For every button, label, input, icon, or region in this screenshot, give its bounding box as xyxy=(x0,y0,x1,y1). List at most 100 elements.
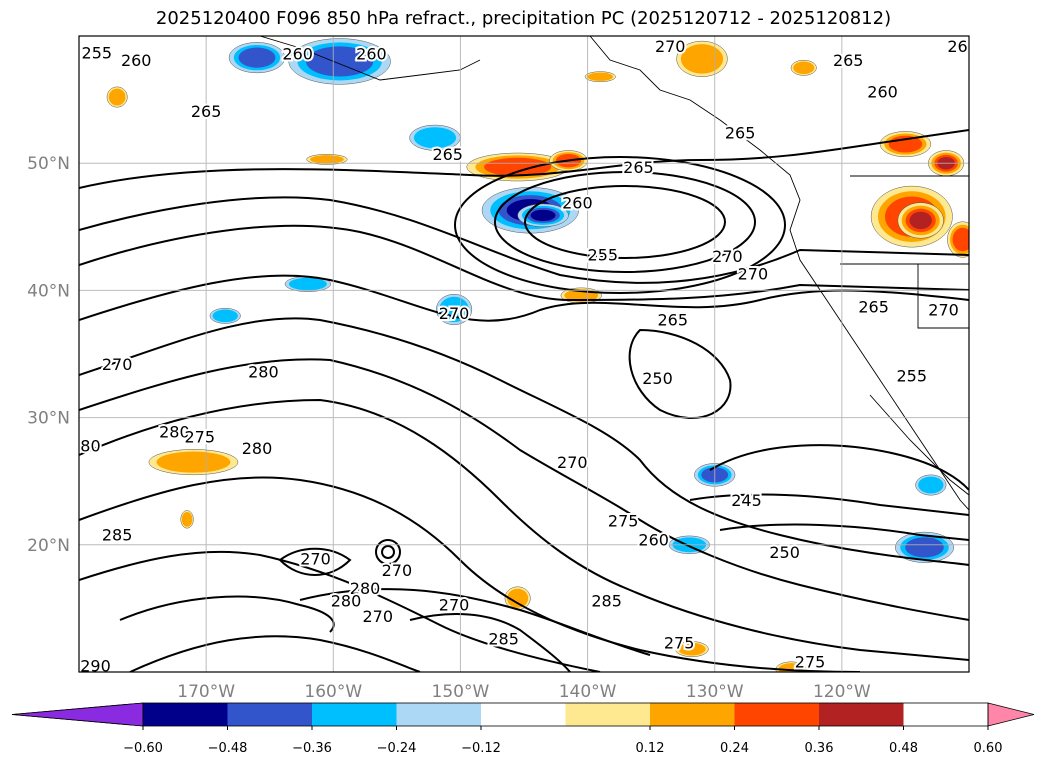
colorbar-segment xyxy=(227,703,312,726)
contour-label: 265 xyxy=(833,51,864,70)
contour-label: 280 xyxy=(248,363,279,382)
contour-label: 270 xyxy=(439,304,470,323)
contour-label: 270 xyxy=(928,300,959,319)
colorbar-segment xyxy=(312,703,397,726)
graticule xyxy=(79,36,969,672)
colorbar-tick-label: 0.36 xyxy=(805,741,834,756)
coastlines xyxy=(259,36,969,511)
contour-label: 255 xyxy=(82,43,113,62)
contour-label: 265 xyxy=(191,102,222,121)
contour-label: 270 xyxy=(738,265,769,284)
precip-patch xyxy=(680,44,724,74)
longitude-axis-labels: 170°W 160°W 150°W 140°W 130°W 120°W xyxy=(177,682,871,702)
precip-patch xyxy=(530,209,556,221)
precip-patch xyxy=(238,47,276,68)
precip-patch xyxy=(914,691,935,704)
contour-label: 275 xyxy=(664,634,695,653)
precip-patch xyxy=(678,642,706,656)
contour-label: 275 xyxy=(608,511,639,530)
precip-patch xyxy=(288,277,327,291)
contour-label: 255 xyxy=(588,246,619,265)
colorbar-extend-low-fill xyxy=(11,702,144,727)
colorbar-tick-label: 0.48 xyxy=(889,741,918,756)
precipitation-pc-colorbar: −0.60 −0.48 −0.36 −0.24 −0.12 0.12 0.24 0.36 0.4… xyxy=(11,702,1035,756)
contour-label: 280 xyxy=(331,592,362,611)
contour-label: 270 xyxy=(557,453,588,472)
colorbar-segment xyxy=(396,703,481,726)
contour-label: 260 xyxy=(356,45,387,64)
colorbar-tick-label: 0.12 xyxy=(636,741,665,756)
contour-label: 280 xyxy=(70,436,101,455)
contour-label: 295 xyxy=(547,730,578,749)
contour-label: 260 xyxy=(121,51,152,70)
contour-label: 295 xyxy=(916,701,947,720)
precip-patch xyxy=(310,155,344,164)
contour-label: 265 xyxy=(432,145,463,164)
longitude-label: 130°W xyxy=(686,682,744,702)
latitude-axis-labels: 50°N 40°N 30°N 20°N xyxy=(27,154,70,556)
colorbar-segment xyxy=(481,703,566,726)
contour-label: 270 xyxy=(382,561,413,580)
longitude-label: 140°W xyxy=(559,682,617,702)
colorbar-tick-label: −0.60 xyxy=(123,741,163,756)
contour-label: 285 xyxy=(102,525,133,544)
precip-patch xyxy=(306,46,374,77)
refractivity-contours xyxy=(79,129,969,672)
longitude-label: 120°W xyxy=(813,682,871,702)
precip-patch xyxy=(413,127,457,149)
contour-label: 260 xyxy=(562,193,593,212)
contour-label: 265 xyxy=(725,123,756,142)
contour-label: 260 xyxy=(282,45,313,64)
contour-label: 250 xyxy=(642,369,673,388)
contour-label: 250 xyxy=(769,543,800,562)
contour-label: 265 xyxy=(858,298,889,317)
precip-patch xyxy=(181,511,193,527)
colorbar-tick-label: −0.12 xyxy=(461,741,501,756)
contour-label: 270 xyxy=(300,550,331,569)
contour-label: 265 xyxy=(657,310,688,329)
precip-patch xyxy=(905,537,944,558)
colorbar-tick-label: −0.24 xyxy=(377,741,417,756)
contour-label: 280 xyxy=(242,439,273,458)
contour-label: 280 xyxy=(159,422,190,441)
contour-label: 270 xyxy=(655,37,686,56)
map-title: 2025120400 F096 850 hPa refract., precip… xyxy=(155,8,892,29)
contour-label: 255 xyxy=(897,366,928,385)
latitude-label: 40°N xyxy=(27,281,70,301)
colorbar-segment xyxy=(650,703,735,726)
colorbar-tick-label: −0.48 xyxy=(208,741,248,756)
colorbar-segment xyxy=(819,703,904,726)
precip-patch xyxy=(507,588,529,608)
contour-label: 270 xyxy=(712,247,743,266)
contour-label: 260 xyxy=(638,530,669,549)
colorbar-tick-label: 0.24 xyxy=(720,741,749,756)
precip-patch xyxy=(918,476,944,494)
contour-label: 270 xyxy=(102,355,133,374)
precip-patch xyxy=(212,309,238,323)
colorbar-segment xyxy=(734,703,819,726)
contour-label: 275 xyxy=(795,653,826,672)
contour-label: 270 xyxy=(439,595,470,614)
contour-label: 280 xyxy=(350,579,381,598)
contour-label: 285 xyxy=(591,592,622,611)
colorbar-frame xyxy=(142,702,989,727)
precip-patch xyxy=(156,451,231,473)
contour-label: 265 xyxy=(947,37,978,56)
latitude-label: 20°N xyxy=(27,536,70,556)
latitude-label: 30°N xyxy=(27,409,70,429)
precip-patch xyxy=(916,692,933,702)
precip-patch xyxy=(909,211,932,230)
precip-patch xyxy=(587,72,613,81)
colorbar-segment xyxy=(143,703,228,726)
precip-patch xyxy=(484,157,552,177)
contour-label: 260 xyxy=(867,83,898,102)
longitude-label: 160°W xyxy=(304,682,362,702)
contour-label: 265 xyxy=(623,158,654,177)
colorbar-segment xyxy=(565,703,650,726)
plot-frame xyxy=(78,35,970,673)
colorbar-tick-label: −0.36 xyxy=(292,741,332,756)
contour-label: 275 xyxy=(185,427,216,446)
